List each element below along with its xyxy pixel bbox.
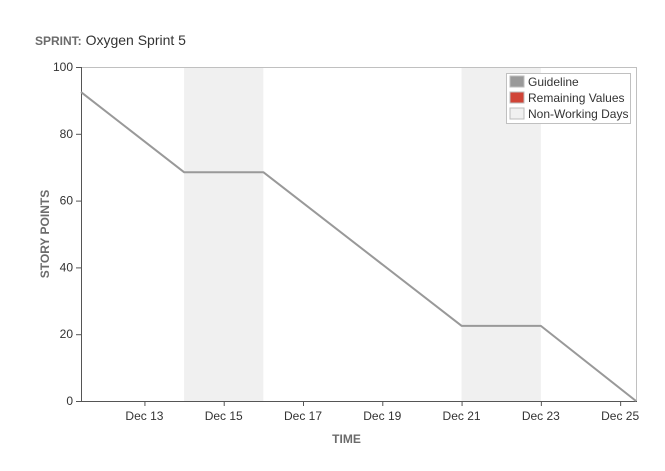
x-tick-label: Dec 23 — [522, 409, 560, 423]
x-tick-label: Dec 21 — [443, 409, 481, 423]
y-tick-label: 80 — [60, 127, 74, 141]
y-tick-label: 20 — [60, 327, 74, 341]
x-tick-label: Dec 13 — [125, 409, 163, 423]
legend-label: Non-Working Days — [528, 107, 628, 121]
legend-swatch-remaining — [509, 91, 525, 104]
y-tick-label: 40 — [60, 260, 74, 274]
x-tick-label: Dec 25 — [601, 409, 639, 423]
sprint-name: Oxygen Sprint 5 — [85, 32, 186, 48]
legend-swatch-guideline — [509, 75, 525, 88]
series-layer — [80, 91, 637, 402]
legend-label: Remaining Values — [528, 91, 625, 105]
legend-label: Guideline — [528, 75, 579, 89]
legend-box — [506, 73, 631, 124]
non-working-band — [184, 67, 264, 401]
non-working-bands — [184, 67, 541, 401]
sprint-header: SPRINT: Oxygen Sprint 5 — [35, 32, 186, 48]
legend-swatch-non-working — [509, 107, 525, 120]
y-tick-label: 0 — [66, 394, 73, 408]
guideline-series-line — [80, 91, 637, 402]
x-tick-label: Dec 15 — [205, 409, 243, 423]
y-axis-title: STORY POINTS — [38, 190, 52, 278]
y-axis-ticks: 0 20 40 60 80 100 — [53, 60, 81, 408]
x-tick-label: Dec 17 — [284, 409, 322, 423]
y-tick-label: 100 — [53, 60, 73, 74]
sprint-key-label: SPRINT: — [35, 34, 82, 48]
x-axis-ticks: Dec 13 Dec 15 Dec 17 Dec 19 Dec 21 Dec 23 Dec … — [125, 401, 639, 423]
x-axis-title: TIME — [332, 432, 361, 446]
x-tick-label: Dec 19 — [363, 409, 401, 423]
chart-legend: Guideline Remaining Values Non-Working Day… — [506, 73, 631, 124]
y-tick-label: 60 — [60, 194, 74, 208]
